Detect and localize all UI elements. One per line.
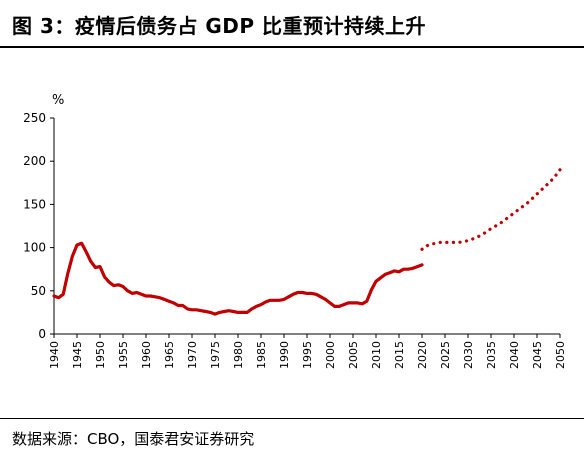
x-tick-label: 2050	[554, 341, 567, 369]
x-tick-label: 2015	[393, 341, 406, 369]
y-tick-label: 100	[23, 241, 46, 255]
x-tick-label: 1965	[163, 341, 176, 369]
x-tick-label: 2010	[370, 341, 383, 369]
x-tick-label: 1955	[117, 341, 130, 369]
x-tick-label: 2040	[508, 341, 521, 369]
axes: 0 50 100 150 200 250 1940 1945 1950 1955 1960 1965 1…	[23, 111, 567, 369]
x-tick-label: 1980	[232, 341, 245, 369]
x-tick-label: 2005	[347, 341, 360, 369]
debt-to-gdp-chart: % 0 50 100 150 200 250 1940 1945 1950 1955 1960 196…	[23, 93, 567, 369]
x-tick-label: 1995	[301, 341, 314, 369]
bottom-divider	[0, 418, 584, 419]
x-tick-label: 2045	[531, 341, 544, 369]
x-tick-label: 1950	[94, 341, 107, 369]
x-tick-label: 1970	[186, 341, 199, 369]
x-tick-label: 1960	[140, 341, 153, 369]
x-tick-label: 2035	[485, 341, 498, 369]
x-tick-label: 2000	[324, 341, 337, 369]
x-tick-label: 1985	[255, 341, 268, 369]
x-tick-label: 1945	[71, 341, 84, 369]
y-tick-label: 250	[23, 111, 46, 125]
y-tick-label: 200	[23, 154, 46, 168]
series-layer	[52, 168, 562, 316]
x-tick-label: 2030	[462, 341, 475, 369]
y-tick-label: 50	[31, 284, 46, 298]
historical-series-line	[52, 241, 424, 316]
x-tick-label: 2020	[416, 341, 429, 369]
x-tick-label: 1940	[48, 341, 61, 369]
x-tick-label: 2025	[439, 341, 452, 369]
y-tick-label: 0	[38, 327, 46, 341]
top-divider	[0, 46, 584, 48]
projected-series-line	[420, 168, 562, 251]
figure-title: 图 3：疫情后债务占 GDP 比重预计持续上升	[12, 14, 426, 38]
y-unit-label: %	[52, 93, 64, 108]
source-note: 数据来源：CBO，国泰君安证券研究	[12, 430, 255, 448]
y-tick-label: 150	[23, 197, 46, 211]
x-tick-label: 1990	[278, 341, 291, 369]
x-tick-label: 1975	[209, 341, 222, 369]
